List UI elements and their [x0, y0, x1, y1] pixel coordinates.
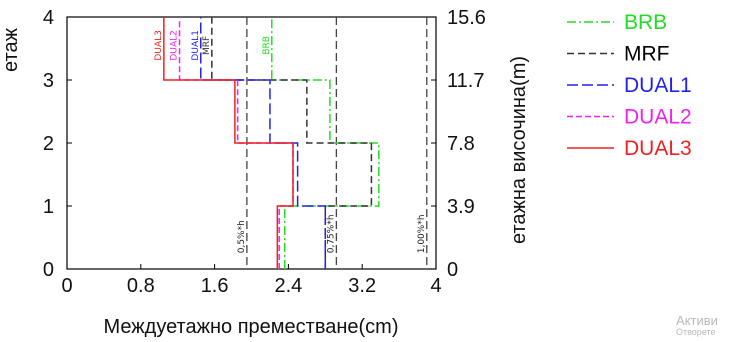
series-top-label: BRB [262, 36, 272, 55]
legend-label: DUAL2 [624, 106, 692, 129]
series-top-label: DUAL3 [154, 30, 164, 60]
watermark-line-2: Отворете [676, 326, 716, 337]
y2-tick-label: 11.7 [447, 70, 484, 92]
series-top-label: DUAL1 [191, 30, 201, 60]
watermark-line-1: Активи [676, 313, 718, 328]
limit-line-label: 1,00%*h [417, 214, 427, 253]
legend-label: DUAL3 [624, 137, 692, 160]
y-tick-label: 3 [43, 70, 54, 92]
y-tick-label: 4 [43, 7, 54, 29]
y2-axis-label: етажна височина(m) [508, 56, 530, 244]
legend: BRB MRF DUAL1 DUAL2 DUAL3 [567, 11, 692, 160]
series-top-label: DUAL2 [170, 30, 180, 60]
y2-tick-label: 7.8 [447, 133, 475, 155]
y-axis-label: етаж [0, 27, 22, 72]
x-tick-label: 3.2 [348, 275, 376, 297]
y-tick-label: 0 [43, 259, 54, 281]
x-tick-label: 1.6 [201, 275, 229, 297]
series-line-dual3 [163, 17, 294, 269]
y2-tick-label: 15.6 [447, 7, 486, 29]
y2-tick-label: 0 [447, 259, 458, 281]
series-lines: DUAL3 DUAL2 DUAL1 MRF BRB [154, 17, 380, 269]
limit-line-label: 0,75%*h [326, 214, 336, 253]
y-tick-label: 2 [43, 133, 54, 155]
x-tick-label: 0 [61, 275, 72, 297]
x-tick-label: 0.8 [127, 275, 155, 297]
limit-line-label: 0,5%*h [237, 220, 247, 253]
legend-label: DUAL1 [624, 74, 692, 97]
activation-watermark: Активи Отворете [676, 314, 718, 337]
x-tick-label: 2.4 [274, 275, 302, 297]
legend-label: BRB [624, 11, 667, 34]
y2-tick-label: 3.9 [447, 196, 475, 218]
legend-label: MRF [624, 43, 670, 66]
axis-ticks: 0 0.8 1.6 2.4 3.2 40 01 3.92 7.83 11.74 15.6 [43, 7, 486, 297]
y-tick-label: 1 [43, 196, 54, 218]
series-top-label: MRF [202, 36, 212, 55]
x-axis-label: Междуетажно преместване(cm) [103, 316, 398, 338]
x-tick-label: 4 [430, 275, 441, 297]
